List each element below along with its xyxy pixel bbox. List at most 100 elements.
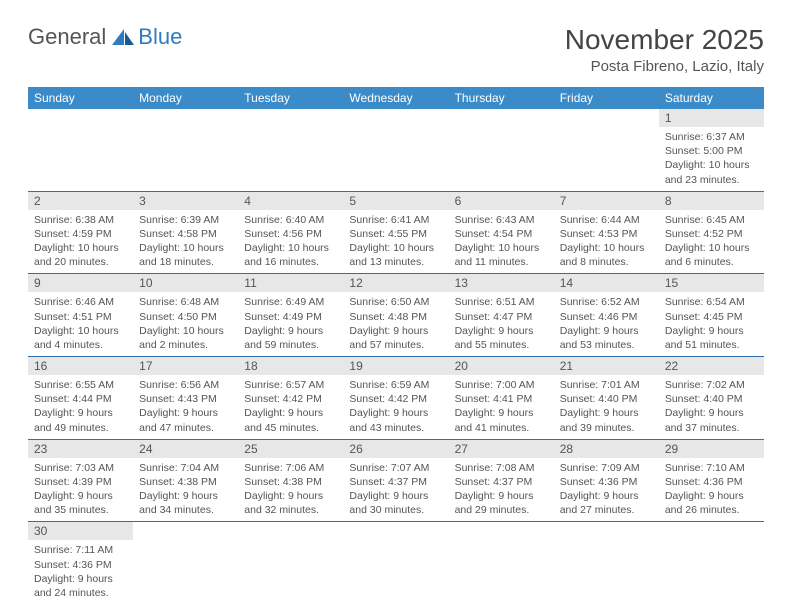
day-number: 22 (659, 357, 764, 375)
calendar-cell: 21Sunrise: 7:01 AMSunset: 4:40 PMDayligh… (554, 357, 659, 440)
sunset-text: Sunset: 4:55 PM (349, 227, 442, 241)
day-number: 19 (343, 357, 448, 375)
daylight-text-1: Daylight: 9 hours (244, 406, 337, 420)
day-number: 8 (659, 192, 764, 210)
day-details: Sunrise: 7:01 AMSunset: 4:40 PMDaylight:… (554, 375, 659, 439)
dayhead-sat: Saturday (659, 87, 764, 109)
daylight-text-1: Daylight: 9 hours (560, 324, 653, 338)
day-number: 24 (133, 440, 238, 458)
daylight-text-2: and 29 minutes. (455, 503, 548, 517)
day-details: Sunrise: 7:04 AMSunset: 4:38 PMDaylight:… (133, 458, 238, 522)
sunrise-text: Sunrise: 6:44 AM (560, 213, 653, 227)
sunrise-text: Sunrise: 6:48 AM (139, 295, 232, 309)
sunset-text: Sunset: 4:36 PM (560, 475, 653, 489)
sunrise-text: Sunrise: 7:04 AM (139, 461, 232, 475)
day-number: 25 (238, 440, 343, 458)
calendar-body: 1Sunrise: 6:37 AMSunset: 5:00 PMDaylight… (28, 109, 764, 604)
sunrise-text: Sunrise: 7:11 AM (34, 543, 127, 557)
day-number: 28 (554, 440, 659, 458)
location: Posta Fibreno, Lazio, Italy (565, 58, 764, 75)
daylight-text-2: and 51 minutes. (665, 338, 758, 352)
logo-text-2: Blue (138, 24, 182, 50)
sunset-text: Sunset: 4:50 PM (139, 310, 232, 324)
daylight-text-2: and 6 minutes. (665, 255, 758, 269)
daylight-text-2: and 16 minutes. (244, 255, 337, 269)
sunrise-text: Sunrise: 6:41 AM (349, 213, 442, 227)
day-number: 4 (238, 192, 343, 210)
calendar-table: Sunday Monday Tuesday Wednesday Thursday… (28, 87, 764, 604)
daylight-text-1: Daylight: 10 hours (665, 158, 758, 172)
daylight-text-2: and 32 minutes. (244, 503, 337, 517)
calendar-row: 30Sunrise: 7:11 AMSunset: 4:36 PMDayligh… (28, 522, 764, 604)
daylight-text-1: Daylight: 10 hours (34, 241, 127, 255)
daylight-text-1: Daylight: 9 hours (34, 406, 127, 420)
calendar-cell: 4Sunrise: 6:40 AMSunset: 4:56 PMDaylight… (238, 191, 343, 274)
day-details: Sunrise: 7:07 AMSunset: 4:37 PMDaylight:… (343, 458, 448, 522)
calendar-cell (449, 522, 554, 604)
sunrise-text: Sunrise: 6:38 AM (34, 213, 127, 227)
daylight-text-1: Daylight: 9 hours (455, 324, 548, 338)
calendar-cell (133, 522, 238, 604)
day-details: Sunrise: 7:09 AMSunset: 4:36 PMDaylight:… (554, 458, 659, 522)
dayhead-wed: Wednesday (343, 87, 448, 109)
day-details: Sunrise: 6:59 AMSunset: 4:42 PMDaylight:… (343, 375, 448, 439)
day-number: 2 (28, 192, 133, 210)
day-details: Sunrise: 7:08 AMSunset: 4:37 PMDaylight:… (449, 458, 554, 522)
day-details: Sunrise: 6:50 AMSunset: 4:48 PMDaylight:… (343, 292, 448, 356)
day-details: Sunrise: 6:41 AMSunset: 4:55 PMDaylight:… (343, 210, 448, 274)
dayhead-tue: Tuesday (238, 87, 343, 109)
day-details: Sunrise: 6:44 AMSunset: 4:53 PMDaylight:… (554, 210, 659, 274)
day-number: 15 (659, 274, 764, 292)
calendar-row: 2Sunrise: 6:38 AMSunset: 4:59 PMDaylight… (28, 191, 764, 274)
sunrise-text: Sunrise: 6:46 AM (34, 295, 127, 309)
sunrise-text: Sunrise: 6:43 AM (455, 213, 548, 227)
day-number: 5 (343, 192, 448, 210)
sunrise-text: Sunrise: 6:40 AM (244, 213, 337, 227)
day-details: Sunrise: 6:37 AMSunset: 5:00 PMDaylight:… (659, 127, 764, 191)
day-details: Sunrise: 6:49 AMSunset: 4:49 PMDaylight:… (238, 292, 343, 356)
daylight-text-2: and 8 minutes. (560, 255, 653, 269)
sunset-text: Sunset: 4:39 PM (34, 475, 127, 489)
logo: General Blue (28, 24, 182, 50)
calendar-cell: 26Sunrise: 7:07 AMSunset: 4:37 PMDayligh… (343, 439, 448, 522)
calendar-cell: 5Sunrise: 6:41 AMSunset: 4:55 PMDaylight… (343, 191, 448, 274)
daylight-text-2: and 59 minutes. (244, 338, 337, 352)
day-details: Sunrise: 7:02 AMSunset: 4:40 PMDaylight:… (659, 375, 764, 439)
calendar-cell: 14Sunrise: 6:52 AMSunset: 4:46 PMDayligh… (554, 274, 659, 357)
daylight-text-2: and 39 minutes. (560, 421, 653, 435)
day-number: 12 (343, 274, 448, 292)
sunrise-text: Sunrise: 6:56 AM (139, 378, 232, 392)
calendar-cell (238, 109, 343, 191)
day-header-row: Sunday Monday Tuesday Wednesday Thursday… (28, 87, 764, 109)
calendar-cell (343, 522, 448, 604)
sunset-text: Sunset: 4:36 PM (665, 475, 758, 489)
daylight-text-1: Daylight: 9 hours (665, 406, 758, 420)
day-details: Sunrise: 6:45 AMSunset: 4:52 PMDaylight:… (659, 210, 764, 274)
day-number: 18 (238, 357, 343, 375)
day-number: 26 (343, 440, 448, 458)
month-title: November 2025 (565, 24, 764, 56)
daylight-text-1: Daylight: 9 hours (560, 489, 653, 503)
daylight-text-1: Daylight: 9 hours (349, 324, 442, 338)
daylight-text-1: Daylight: 10 hours (665, 241, 758, 255)
dayhead-thu: Thursday (449, 87, 554, 109)
sunset-text: Sunset: 4:58 PM (139, 227, 232, 241)
daylight-text-1: Daylight: 9 hours (455, 489, 548, 503)
daylight-text-2: and 23 minutes. (665, 173, 758, 187)
calendar-cell: 29Sunrise: 7:10 AMSunset: 4:36 PMDayligh… (659, 439, 764, 522)
sunset-text: Sunset: 4:43 PM (139, 392, 232, 406)
daylight-text-2: and 26 minutes. (665, 503, 758, 517)
daylight-text-1: Daylight: 9 hours (244, 489, 337, 503)
daylight-text-1: Daylight: 9 hours (244, 324, 337, 338)
day-number: 16 (28, 357, 133, 375)
day-details: Sunrise: 6:46 AMSunset: 4:51 PMDaylight:… (28, 292, 133, 356)
calendar-cell (554, 109, 659, 191)
sunset-text: Sunset: 4:53 PM (560, 227, 653, 241)
day-details: Sunrise: 7:10 AMSunset: 4:36 PMDaylight:… (659, 458, 764, 522)
day-number: 13 (449, 274, 554, 292)
day-details: Sunrise: 6:57 AMSunset: 4:42 PMDaylight:… (238, 375, 343, 439)
sunrise-text: Sunrise: 6:49 AM (244, 295, 337, 309)
calendar-cell: 3Sunrise: 6:39 AMSunset: 4:58 PMDaylight… (133, 191, 238, 274)
calendar-cell (554, 522, 659, 604)
calendar-cell: 2Sunrise: 6:38 AMSunset: 4:59 PMDaylight… (28, 191, 133, 274)
